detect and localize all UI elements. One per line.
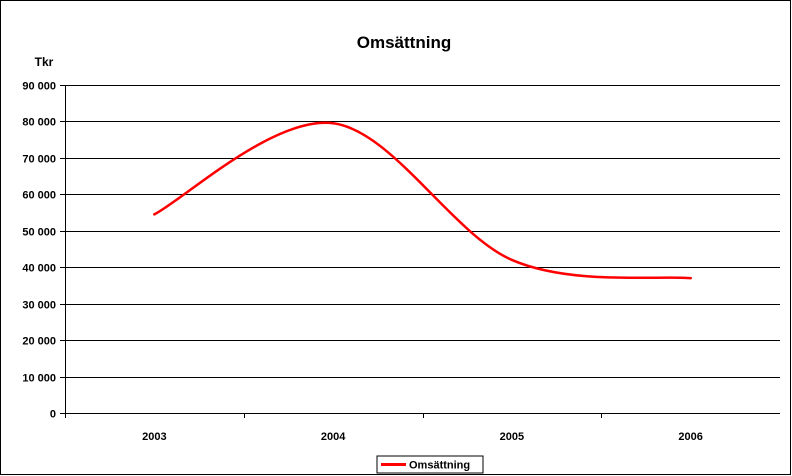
chart-title: Omsättning: [357, 33, 451, 52]
y-axis-unit-label: Tkr: [35, 55, 54, 69]
legend-box: [376, 455, 484, 474]
x-tick-label: 2003: [142, 431, 166, 443]
y-tick-label: 80 000: [22, 117, 56, 129]
y-tick-label: 20 000: [22, 336, 56, 348]
x-tick-label: 2005: [500, 431, 524, 443]
axes: [60, 85, 780, 418]
series-line-0: [153, 121, 692, 280]
y-tick-label: 70 000: [22, 154, 56, 166]
legend: Omsättning: [376, 455, 484, 474]
y-tick-label: 60 000: [22, 190, 56, 202]
y-tick-labels: 0 10 000 20 000 30 000 40 000 50 000 60 000 70 …: [22, 81, 56, 421]
y-tick-label: 90 000: [22, 81, 56, 93]
y-tick-label: 0: [50, 409, 56, 421]
x-tick-label: 2006: [678, 431, 702, 443]
y-tick-label: 50 000: [22, 227, 56, 239]
data-point: [510, 258, 514, 262]
legend-label-omsattning: Omsättning: [409, 460, 470, 472]
data-point: [153, 213, 156, 216]
y-tick-label: 10 000: [22, 373, 56, 385]
data-point: [331, 122, 335, 125]
y-tick-label: 30 000: [22, 300, 56, 312]
data-point: [689, 276, 692, 280]
series-lines: [153, 121, 692, 280]
y-tick-label: 40 000: [22, 263, 56, 275]
x-tick-labels: 2003 2004 2005 2006: [142, 431, 703, 443]
x-tick-label: 2004: [321, 431, 346, 443]
